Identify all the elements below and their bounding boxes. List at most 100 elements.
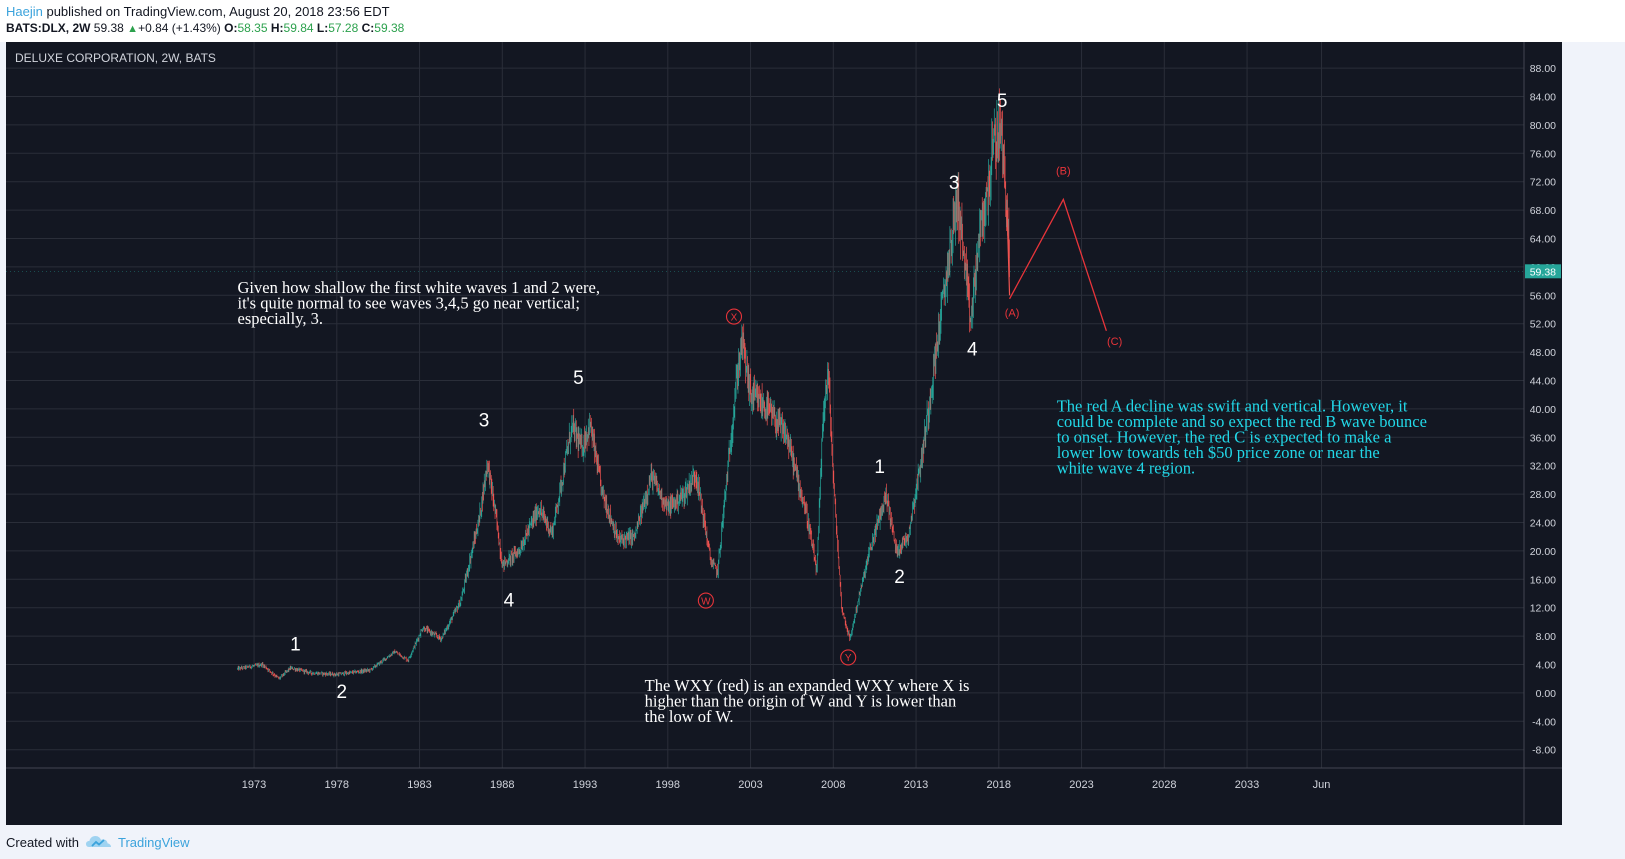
x-tick-label: 1973: [242, 779, 266, 791]
axis-layer: 88.0084.0080.0076.0072.0068.0064.0060.00…: [6, 42, 1562, 825]
white-wave-label: 5: [997, 91, 1008, 112]
white-wave-label: 2: [894, 567, 905, 588]
chart-area[interactable]: (A) (B) (C) 1 2 3 4 5 1 2 3 4 5 W X Y Given how shallo…: [6, 42, 1562, 825]
x-tick-label: 2013: [904, 779, 928, 791]
note-layer: Given how shallow the first white waves …: [238, 278, 1427, 726]
last-price: 59.38: [93, 21, 124, 35]
annotation-line: white wave 4 region.: [1057, 459, 1195, 478]
up-arrow-icon: ▲: [127, 23, 139, 35]
x-tick-label: Jun: [1313, 779, 1331, 791]
y-tick-label: 40.00: [1530, 404, 1556, 416]
white-wave-label: 4: [504, 590, 515, 611]
published-text: published on TradingView.com, August 20,…: [42, 4, 390, 19]
annotation-line: lower low towards teh $50 price zone or …: [1057, 443, 1380, 462]
white-wave-label: 2: [336, 682, 347, 703]
x-tick-label: 1998: [656, 779, 680, 791]
x-tick-label: 2003: [738, 779, 762, 791]
y-tick-label: 72.00: [1530, 177, 1556, 189]
last-price-label: 59.38: [1530, 266, 1556, 278]
note-shallow: Given how shallow the first white waves …: [238, 278, 600, 328]
close-label: C:: [361, 21, 375, 35]
open-label: O:: [224, 21, 238, 35]
annotation-line: to onset. However, the red C is expected…: [1057, 428, 1392, 447]
price-chart[interactable]: (A) (B) (C) 1 2 3 4 5 1 2 3 4 5 W X Y Given how shallo…: [6, 42, 1562, 825]
y-tick-label: 4.00: [1536, 660, 1557, 672]
annotation-line: Given how shallow the first white waves …: [238, 278, 600, 297]
annotation-line: the low of W.: [645, 707, 734, 726]
note-wxy: The WXY (red) is an expanded WXY where X…: [645, 676, 970, 726]
wxy-wave-label: X: [731, 312, 738, 323]
white-wave-label: 3: [949, 173, 960, 194]
price-change: +0.84 (+1.43%): [138, 21, 221, 35]
abc-wave-label: (A): [1005, 308, 1020, 320]
publish-line: Haejin published on TradingView.com, Aug…: [6, 4, 390, 19]
y-tick-label: 48.00: [1530, 347, 1556, 359]
y-tick-label: 56.00: [1530, 290, 1556, 302]
y-tick-label: 52.00: [1530, 319, 1556, 331]
wxy-circle: [697, 592, 714, 609]
y-tick-label: 84.00: [1530, 92, 1556, 104]
y-tick-label: 20.00: [1530, 546, 1556, 558]
y-tick-label: 68.00: [1530, 205, 1556, 217]
tradingview-logo-icon: [86, 836, 111, 847]
note-red-abc: The red A decline was swift and vertical…: [1057, 397, 1427, 478]
annotation-line: higher than the origin of W and Y is low…: [645, 691, 957, 710]
tradingview-brand-link[interactable]: TradingView: [118, 835, 190, 850]
annotation-line: could be complete and so expect the red …: [1057, 412, 1427, 431]
wxy-circle: [840, 649, 857, 666]
abc-projection-line: [1008, 197, 1107, 332]
ohlc-line: BATS:DLX, 2W 59.38 ▲+0.84 (+1.43%) O:58.…: [6, 21, 404, 35]
candle-wick: [1006, 210, 1011, 296]
x-tick-label: 2033: [1235, 779, 1259, 791]
y-tick-label: 24.00: [1530, 518, 1556, 530]
y-tick-label: 32.00: [1530, 461, 1556, 473]
y-tick-label: 88.00: [1530, 63, 1556, 75]
low-label: L:: [316, 21, 329, 35]
abc-wave-label: (B): [1056, 166, 1071, 178]
high-value: 59.84: [283, 21, 314, 35]
x-tick-label: 2018: [987, 779, 1011, 791]
footer: Created with TradingView: [0, 826, 1625, 859]
annotation-line: especially, 3.: [238, 309, 324, 328]
y-tick-label: 0.00: [1536, 688, 1557, 700]
y-tick-label: -8.00: [1532, 745, 1556, 757]
white-wave-label: 1: [290, 634, 301, 655]
last-price-tag: [1525, 264, 1561, 279]
created-with-label: Created with: [6, 835, 79, 850]
x-tick-label: 2028: [1152, 779, 1176, 791]
y-tick-label: 44.00: [1530, 376, 1556, 388]
y-tick-label: 76.00: [1530, 148, 1556, 160]
y-tick-label: 36.00: [1530, 432, 1556, 444]
high-label: H:: [270, 21, 284, 35]
white-wave-label: 4: [967, 340, 978, 361]
y-tick-label: 16.00: [1530, 574, 1556, 586]
candle-layer: [237, 88, 1011, 680]
annotation-line: The red A decline was swift and vertical…: [1057, 397, 1408, 416]
chart-title: DELUXE CORPORATION, 2W, BATS: [15, 51, 216, 65]
wxy-circle: [725, 308, 743, 325]
projection-layer: (A) (B) (C): [1005, 166, 1123, 348]
wxy-wave-label: Y: [845, 653, 852, 664]
y-tick-label: 64.00: [1530, 234, 1556, 246]
white-wave-label: 3: [479, 411, 490, 432]
x-tick-label: 2023: [1069, 779, 1093, 791]
abc-wave-label: (C): [1107, 336, 1122, 348]
y-tick-label: 28.00: [1530, 489, 1556, 501]
author-link[interactable]: Haejin: [6, 4, 43, 19]
close-value: 59.38: [374, 21, 405, 35]
x-tick-label: 1988: [490, 779, 514, 791]
annotation-line: it's quite normal to see waves 3,4,5 go …: [238, 294, 581, 313]
x-tick-label: 1978: [325, 779, 349, 791]
symbol-label: BATS:DLX, 2W: [6, 21, 91, 35]
x-tick-label: 2008: [821, 779, 845, 791]
y-tick-label: 8.00: [1536, 631, 1557, 643]
wxy-wave-label: W: [701, 596, 711, 607]
y-tick-label: 80.00: [1530, 120, 1556, 132]
label-layer: 1 2 3 4 5 1 2 3 4 5 W X Y: [290, 91, 1007, 703]
y-tick-label: 12.00: [1530, 603, 1556, 615]
publish-header: Haejin published on TradingView.com, Aug…: [0, 0, 1625, 42]
annotation-line: The WXY (red) is an expanded WXY where X…: [645, 676, 970, 695]
low-value: 57.28: [328, 21, 359, 35]
white-wave-label: 1: [874, 457, 885, 478]
x-tick-label: 1993: [573, 779, 597, 791]
